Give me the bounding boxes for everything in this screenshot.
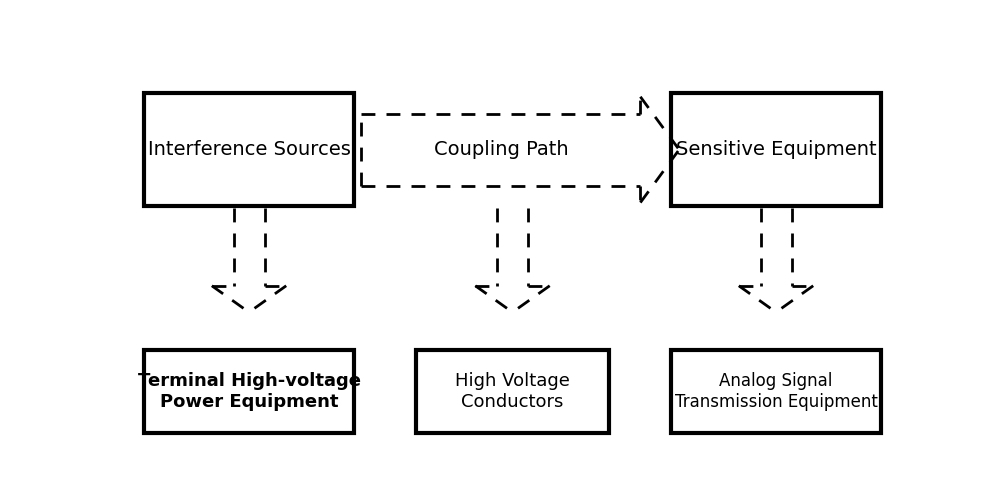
Text: Interference Sources: Interference Sources (148, 140, 350, 159)
Text: Analog Signal
Transmission Equipment: Analog Signal Transmission Equipment (675, 372, 877, 411)
Bar (671, 93, 881, 206)
Bar (144, 350, 354, 433)
Bar (416, 350, 609, 433)
Text: Sensitive Equipment: Sensitive Equipment (676, 140, 876, 159)
Text: Terminal High-voltage
Power Equipment: Terminal High-voltage Power Equipment (138, 372, 360, 411)
Bar (144, 93, 354, 206)
Text: High Voltage
Conductors: High Voltage Conductors (455, 372, 570, 411)
Text: Coupling Path: Coupling Path (434, 140, 568, 159)
Bar (671, 350, 881, 433)
